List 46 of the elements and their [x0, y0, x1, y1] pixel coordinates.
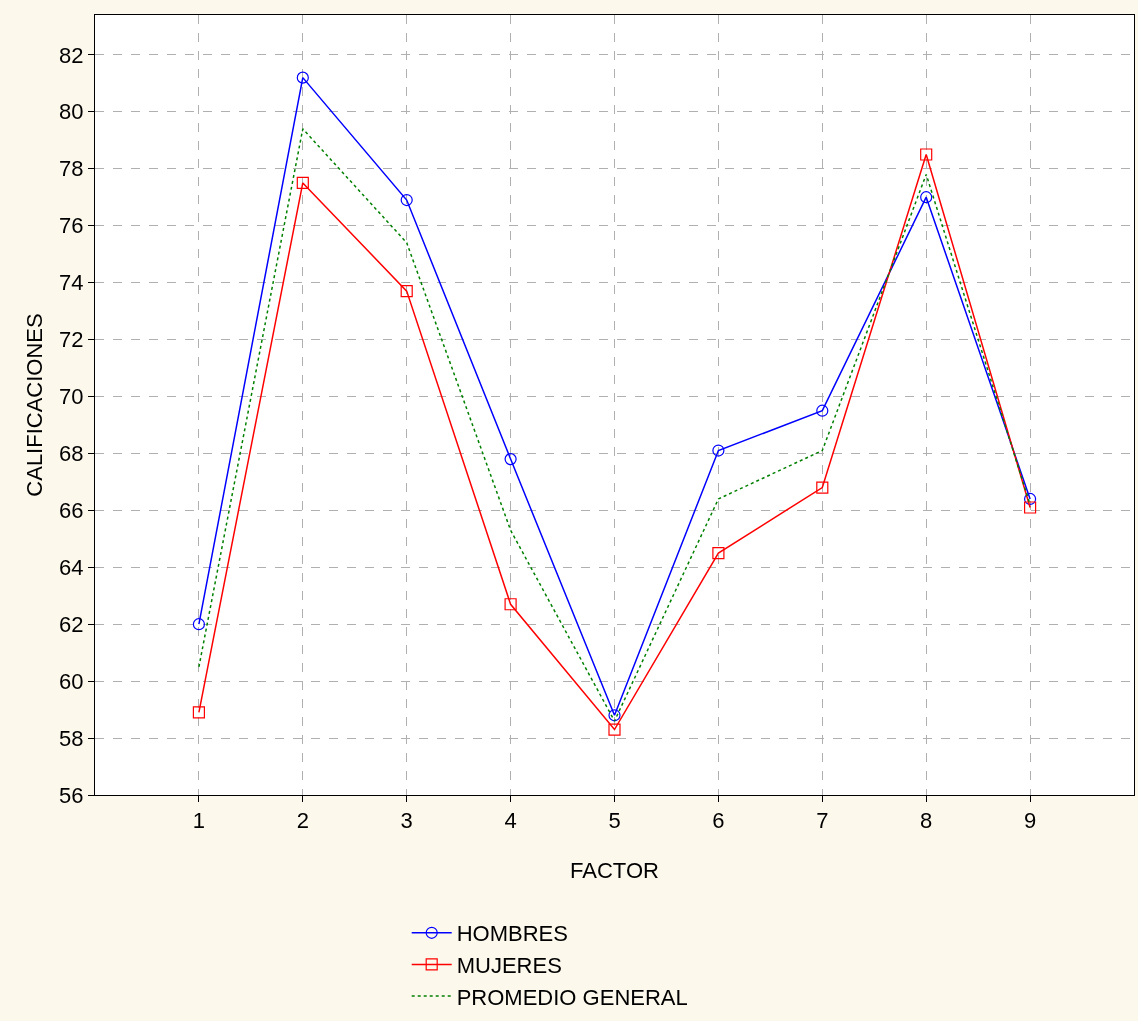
x-tick-label: 9 — [1023, 808, 1037, 834]
point — [608, 723, 621, 736]
point — [816, 481, 829, 494]
point — [504, 452, 517, 466]
x-tick-label: 8 — [920, 808, 933, 834]
x-tick-label: 5 — [608, 808, 621, 834]
point — [1023, 501, 1037, 514]
legend-label: PROMEDIO GENERAL — [456, 984, 688, 1010]
point — [192, 706, 205, 719]
y-tick-label: 62 — [59, 611, 84, 637]
x-tick-label: 6 — [712, 808, 725, 834]
y-axis-title: CALIFICACIONES — [21, 313, 47, 497]
x-tick-label: 2 — [296, 808, 309, 834]
y-tick-label: 58 — [59, 725, 84, 751]
point — [400, 193, 413, 207]
point — [296, 71, 309, 84]
legend-label: MUJERES — [456, 952, 562, 978]
y-tick-label: 70 — [59, 384, 84, 410]
point — [712, 444, 725, 457]
y-tick-label: 82 — [59, 42, 84, 68]
point — [400, 285, 413, 298]
point — [608, 709, 621, 722]
point — [712, 546, 725, 560]
x-tick-label: 3 — [400, 808, 413, 834]
x-tick-label: 7 — [816, 808, 829, 834]
point — [920, 148, 933, 161]
legend-label: HOMBRES — [456, 921, 568, 947]
y-tick-label: 72 — [59, 327, 84, 353]
point — [1023, 492, 1037, 506]
y-tick-label: 56 — [59, 782, 84, 808]
point — [504, 598, 517, 611]
y-tick-label: 66 — [59, 498, 84, 524]
y-tick-label: 80 — [59, 99, 84, 125]
x-axis-title: FACTOR — [570, 858, 659, 884]
x-tick-label: 4 — [504, 808, 517, 834]
point — [816, 404, 829, 417]
y-tick-label: 76 — [59, 213, 84, 239]
point — [192, 618, 205, 631]
y-tick-label: 68 — [59, 441, 84, 467]
y-tick-label: 74 — [59, 270, 84, 296]
point — [920, 191, 933, 204]
y-tick-label: 78 — [59, 156, 84, 182]
x-tick-label: 1 — [192, 808, 206, 834]
y-tick-label: 60 — [59, 668, 84, 694]
point — [296, 176, 309, 190]
y-tick-label: 64 — [59, 554, 84, 580]
